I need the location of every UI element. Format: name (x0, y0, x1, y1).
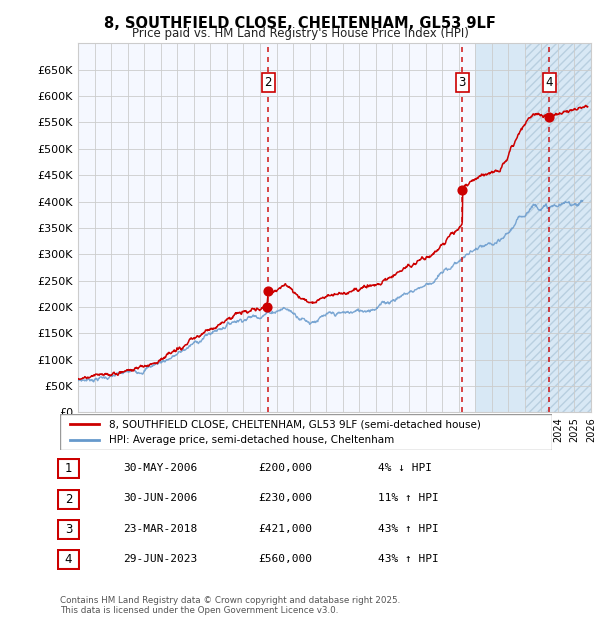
Text: 4: 4 (65, 554, 72, 566)
Text: 2: 2 (65, 493, 72, 505)
Bar (525, 43, 591, 412)
Text: £200,000: £200,000 (258, 463, 312, 473)
Point (457, 185, 467, 195)
Text: 1: 1 (65, 463, 72, 475)
Text: 3: 3 (65, 523, 72, 536)
Text: 2: 2 (265, 76, 272, 89)
FancyBboxPatch shape (58, 551, 79, 569)
Point (545, 112, 554, 122)
FancyBboxPatch shape (58, 490, 79, 508)
FancyBboxPatch shape (58, 459, 79, 478)
Text: 4: 4 (546, 76, 553, 89)
Text: 43% ↑ HPI: 43% ↑ HPI (378, 524, 439, 534)
Text: £560,000: £560,000 (258, 554, 312, 564)
Text: £421,000: £421,000 (258, 524, 312, 534)
Bar (475, 43, 591, 412)
Text: 4% ↓ HPI: 4% ↓ HPI (378, 463, 432, 473)
Text: 8, SOUTHFIELD CLOSE, CHELTENHAM, GL53 9LF: 8, SOUTHFIELD CLOSE, CHELTENHAM, GL53 9L… (104, 16, 496, 30)
Text: 29-JUN-2023: 29-JUN-2023 (123, 554, 197, 564)
Text: 3: 3 (458, 76, 466, 89)
Text: Contains HM Land Registry data © Crown copyright and database right 2025.
This d: Contains HM Land Registry data © Crown c… (60, 596, 400, 615)
Text: 8, SOUTHFIELD CLOSE, CHELTENHAM, GL53 9LF (semi-detached house): 8, SOUTHFIELD CLOSE, CHELTENHAM, GL53 9L… (109, 419, 481, 429)
Point (263, 286, 273, 296)
FancyBboxPatch shape (58, 520, 79, 539)
Text: 11% ↑ HPI: 11% ↑ HPI (378, 494, 439, 503)
Point (262, 302, 272, 312)
Text: 43% ↑ HPI: 43% ↑ HPI (378, 554, 439, 564)
Text: £230,000: £230,000 (258, 494, 312, 503)
Text: HPI: Average price, semi-detached house, Cheltenham: HPI: Average price, semi-detached house,… (109, 435, 394, 445)
FancyBboxPatch shape (60, 414, 552, 450)
Text: 30-JUN-2006: 30-JUN-2006 (123, 494, 197, 503)
Text: 30-MAY-2006: 30-MAY-2006 (123, 463, 197, 473)
Text: Price paid vs. HM Land Registry's House Price Index (HPI): Price paid vs. HM Land Registry's House … (131, 27, 469, 40)
Text: 23-MAR-2018: 23-MAR-2018 (123, 524, 197, 534)
